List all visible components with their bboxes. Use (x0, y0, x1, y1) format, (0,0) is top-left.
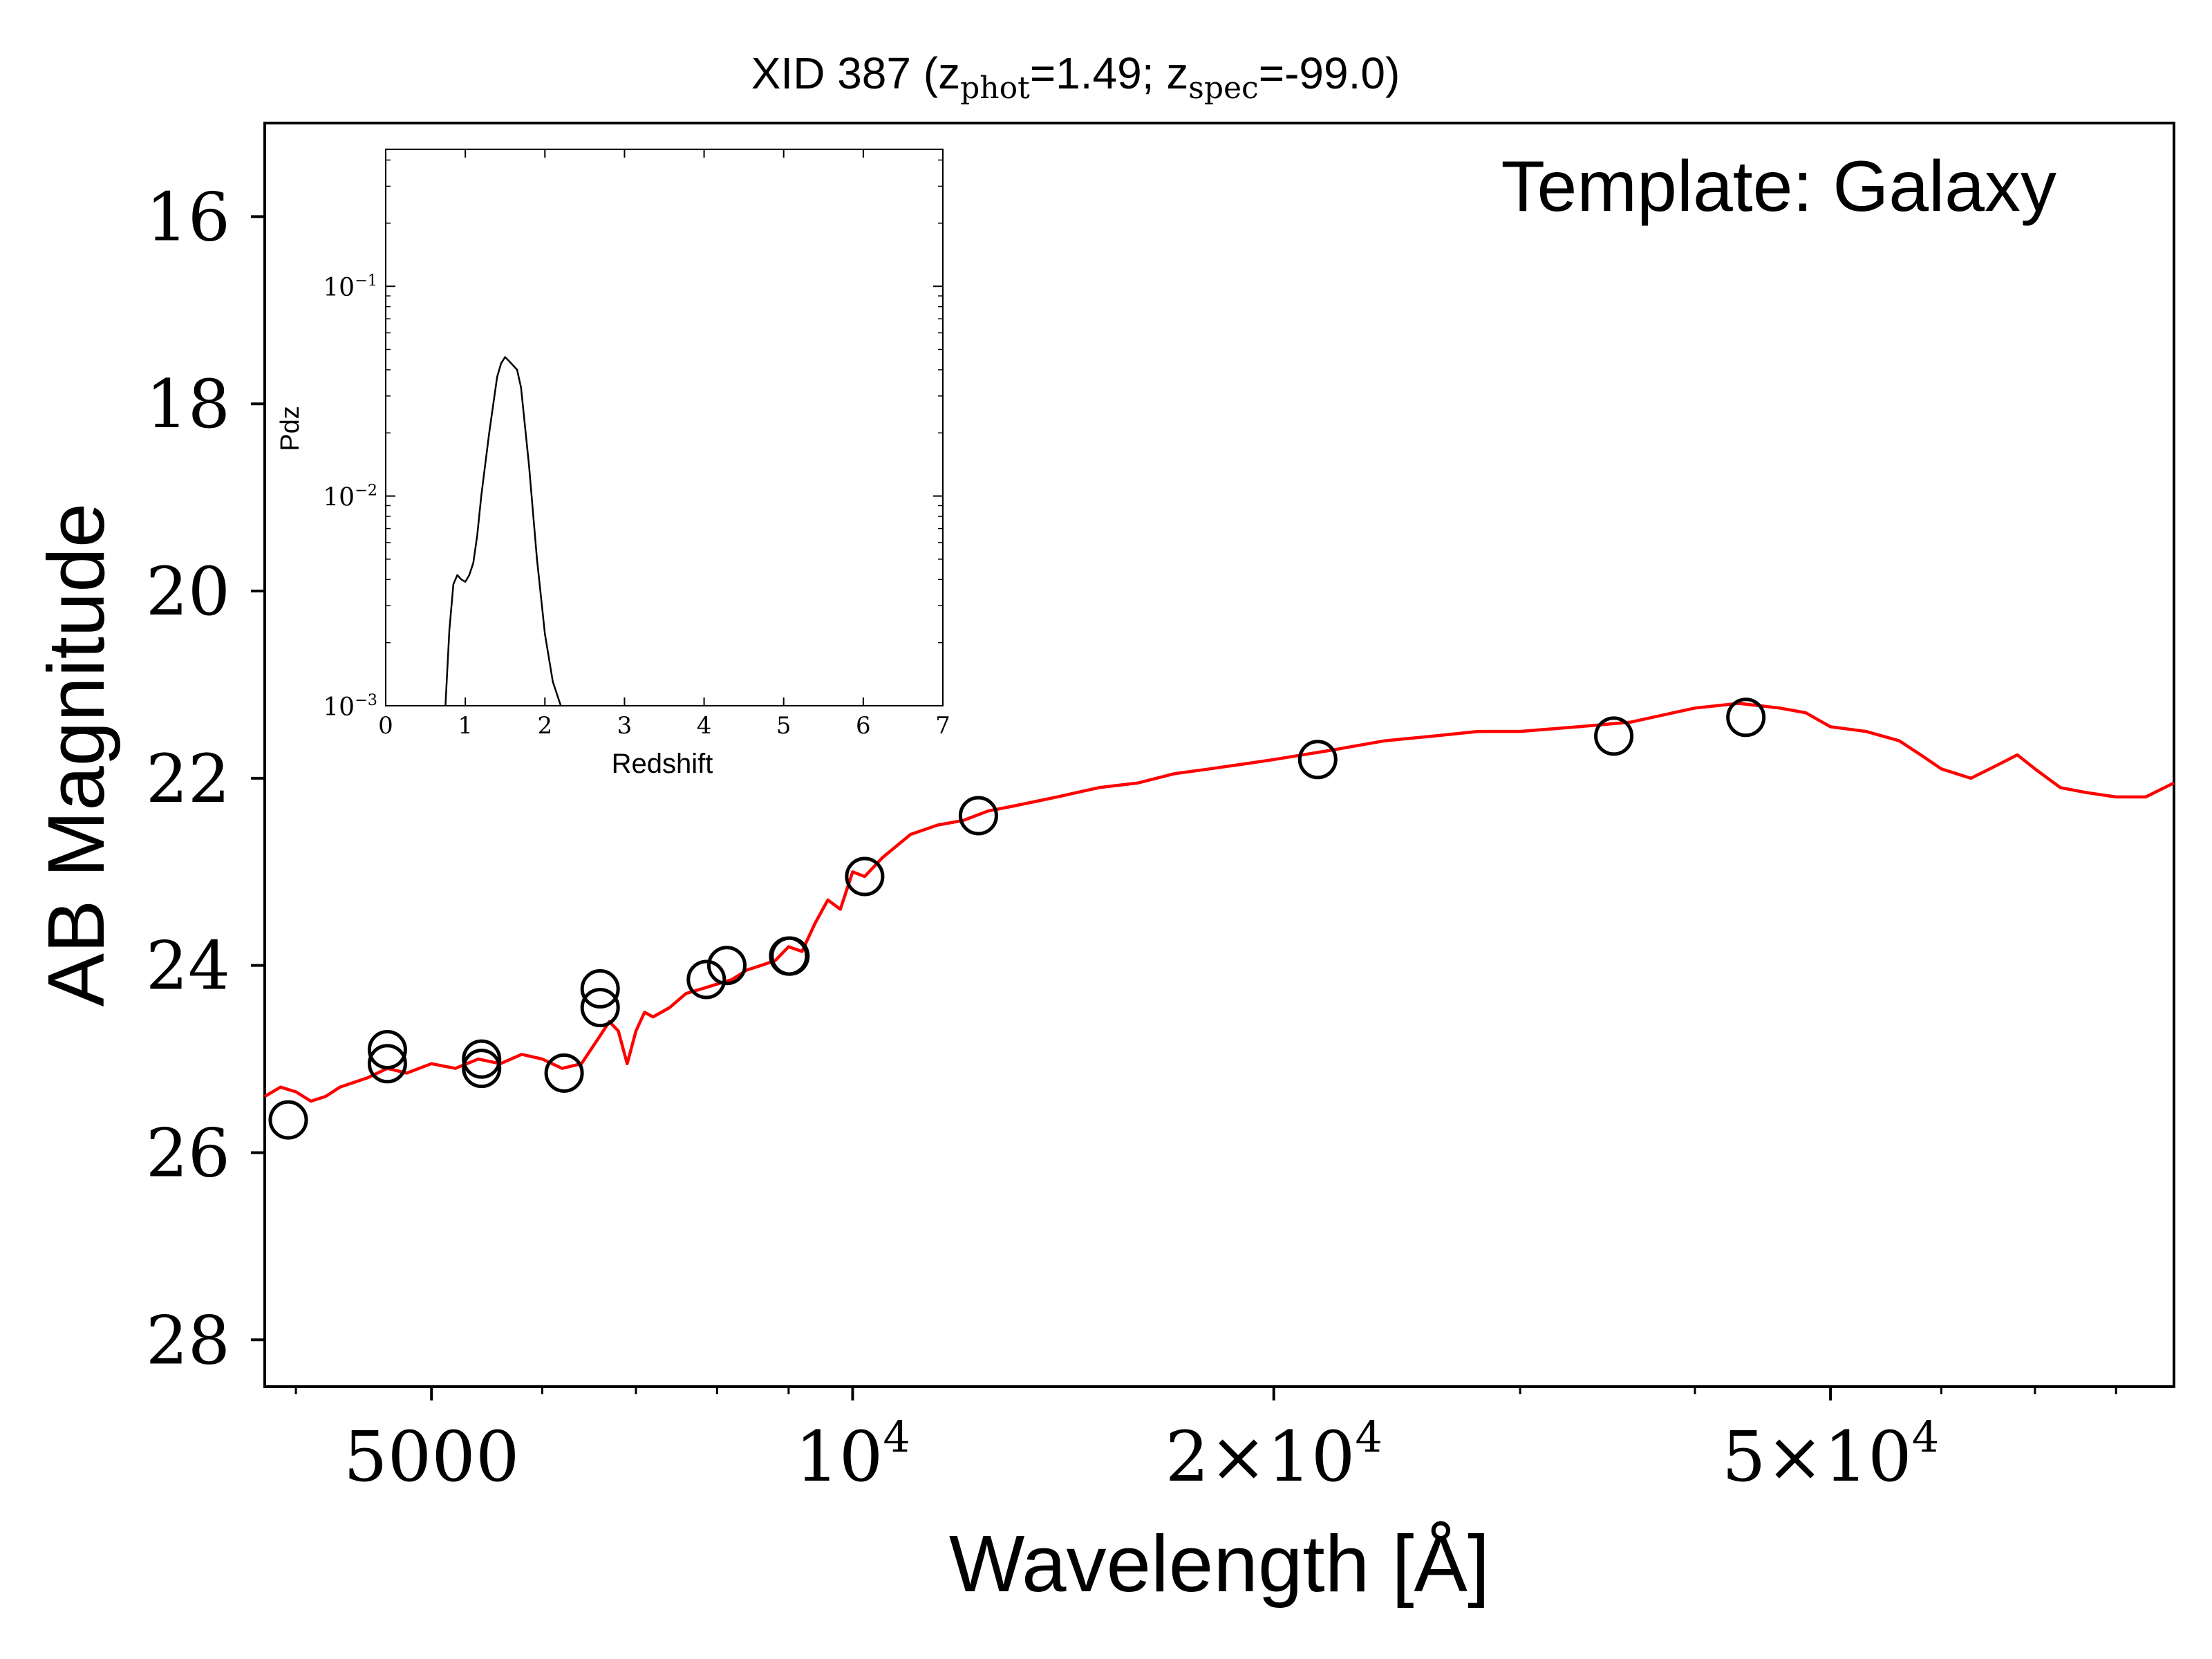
inset-x-tick-label: 2 (537, 712, 552, 740)
main-y-tick-label: 26 (146, 1114, 230, 1192)
main-y-tick-label: 24 (146, 928, 230, 1005)
main-x-tick-label-base: 10 (795, 1416, 883, 1497)
chart-title-mid: =1.49; z (1030, 48, 1189, 98)
photometry-point (770, 936, 810, 976)
photometry-point (544, 1053, 584, 1093)
main-y-tick-label: 16 (146, 178, 230, 256)
main-x-tick-label: 2×104 (1165, 1412, 1382, 1497)
inset-y-tick-label: 10−1 (323, 272, 377, 302)
main-x-axis-label: Wavelength [Å] (949, 1519, 1490, 1609)
photometry-point (958, 796, 998, 836)
main-y-axis-label: AB Magnitude (31, 503, 121, 1007)
main-series-layer (263, 697, 2175, 1140)
inset-y-tick-label-exp: −3 (355, 691, 377, 709)
main-x-tick-label: 5×104 (1722, 1412, 1939, 1497)
inset-x-tick-label: 3 (617, 712, 632, 740)
main-y-tick-label: 28 (146, 1302, 230, 1379)
photometry-point (367, 1044, 407, 1084)
inset-y-tick-label-base: 10 (323, 274, 355, 302)
main-x-tick-label-base: 2×10 (1165, 1416, 1356, 1497)
inset-x-tick-label: 1 (458, 712, 473, 740)
photometry-point (1726, 697, 1766, 738)
inset-x-tick-label: 5 (776, 712, 791, 740)
main-x-tick-label-base: 5×10 (1722, 1416, 1912, 1497)
model-spectrum-line (263, 702, 2175, 1103)
photometry-point (462, 1039, 502, 1079)
chart-title-sub-spec: spec (1188, 71, 1258, 106)
inset-x-tick-label: 7 (935, 712, 950, 740)
photometry-point (580, 969, 620, 1009)
chart-title-suffix: =-99.0) (1259, 48, 1400, 98)
inset-y-tick-label-exp: −1 (355, 272, 377, 290)
inset-y-tick-label: 10−2 (323, 481, 377, 512)
inset-x-axis-label: Redshift (612, 749, 713, 779)
main-y-tick-label: 18 (146, 366, 230, 443)
photometry-point (367, 1030, 407, 1069)
inset-x-axis-ticks: 0 1 2 3 4 5 6 7 (378, 149, 950, 740)
photometry-point (686, 959, 727, 1000)
photometry-point (580, 988, 620, 1028)
inset-x-tick-label: 4 (697, 712, 712, 740)
main-y-axis-ticks: 16 18 20 22 24 26 28 (146, 178, 265, 1379)
photometry-point (707, 946, 747, 986)
pdz-curve (444, 356, 562, 706)
inset-y-tick-label-base: 10 (323, 484, 355, 512)
photometry-point (268, 1100, 308, 1140)
chart-title-sub-phot: phot (960, 71, 1030, 106)
chart-title: XID 387 (zphot=1.49; zspec=-99.0) (751, 48, 1400, 106)
inset-y-axis-ticks: 10−310−210−1 (323, 159, 943, 722)
main-x-tick-label-exp: 4 (1912, 1412, 1939, 1462)
chart-title-prefix: XID 387 (z (751, 48, 960, 98)
main-x-tick-label-exp: 4 (883, 1412, 910, 1462)
inset-y-axis-label: Pdz (276, 406, 305, 451)
main-x-tick-label: 5000 (344, 1416, 520, 1497)
photometry-point (845, 856, 885, 897)
main-x-axis-ticks: 5000 104 2×104 5×104 (294, 1387, 2117, 1497)
inset-x-tick-label: 6 (856, 712, 871, 740)
inset-plot-frame (385, 149, 944, 706)
main-x-tick-label-exp: 4 (1355, 1412, 1382, 1462)
photometry-point (462, 1049, 502, 1089)
template-annotation: Template: Galaxy (1501, 147, 2056, 227)
inset-x-tick-label: 0 (378, 712, 393, 740)
main-y-tick-label: 22 (146, 740, 230, 818)
main-y-tick-label: 20 (146, 553, 230, 630)
inset-plot-background (386, 149, 943, 706)
photometry-point (1297, 740, 1338, 780)
inset-y-tick-label-base: 10 (323, 693, 355, 722)
main-x-tick-label: 104 (795, 1412, 910, 1497)
photometry-point (1594, 716, 1634, 756)
main-x-tick-label-base: 5000 (344, 1416, 520, 1497)
inset-series-layer (444, 356, 562, 706)
inset-y-tick-label-exp: −2 (355, 481, 377, 499)
inset-y-tick-label: 10−3 (323, 691, 377, 722)
main-plot-frame (263, 122, 2175, 1388)
